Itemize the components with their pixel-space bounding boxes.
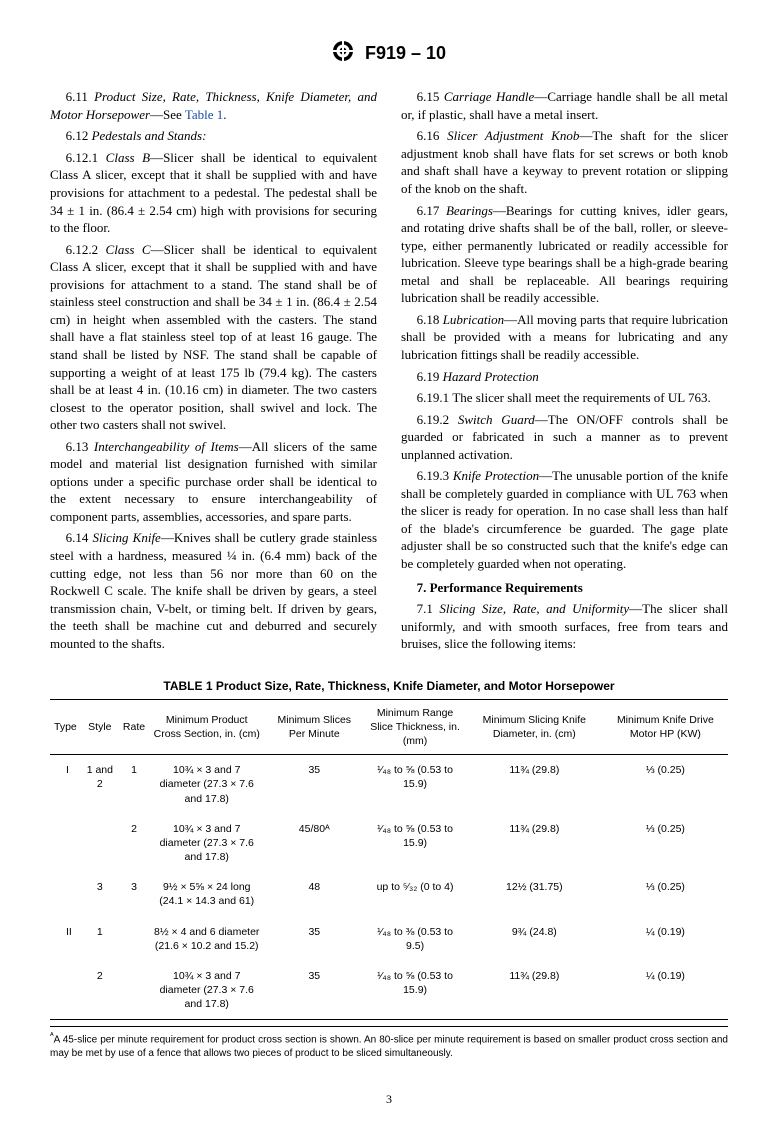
para-6-19: 6.19 Hazard Protection [401, 368, 728, 386]
para-6-19-3: 6.19.3 Knife Protection—The unusable por… [401, 467, 728, 572]
table-row: I 1 and 2 1 10¾ × 3 and 7 diameter (27.3… [50, 755, 728, 814]
para-6-13: 6.13 Interchangeability of Items—All sli… [50, 438, 377, 526]
col-rate: Rate [119, 699, 149, 755]
document-header: F919 – 10 [50, 40, 728, 68]
col-range: Minimum Range Slice Thickness, in. (mm) [364, 699, 466, 755]
para-6-15: 6.15 Carriage Handle—Carriage handle sha… [401, 88, 728, 123]
para-7-1: 7.1 Slicing Size, Rate, and Uniformity—T… [401, 600, 728, 653]
table-body: I 1 and 2 1 10¾ × 3 and 7 diameter (27.3… [50, 755, 728, 1020]
para-6-11: 6.11 Product Size, Rate, Thickness, Knif… [50, 88, 377, 123]
col-hp: Minimum Knife Drive Motor HP (KW) [603, 699, 728, 755]
body-columns: 6.11 Product Size, Rate, Thickness, Knif… [50, 88, 728, 656]
col-knife: Minimum Slicing Knife Diameter, in. (cm) [466, 699, 603, 755]
section-7-heading: 7. Performance Requirements [401, 579, 728, 597]
table-header-row: Type Style Rate Minimum Product Cross Se… [50, 699, 728, 755]
para-6-12: 6.12 Pedestals and Stands: [50, 127, 377, 145]
table-row: 2 10¾ × 3 and 7 diameter (27.3 × 7.6 and… [50, 961, 728, 1020]
para-6-17: 6.17 Bearings—Bearings for cutting knive… [401, 202, 728, 307]
para-6-19-1: 6.19.1 The slicer shall meet the require… [401, 389, 728, 407]
para-6-16: 6.16 Slicer Adjustment Knob—The shaft fo… [401, 127, 728, 197]
table-row: II 1 8½ × 4 and 6 diameter (21.6 × 10.2 … [50, 917, 728, 961]
para-6-14: 6.14 Slicing Knife—Knives shall be cutle… [50, 529, 377, 652]
para-6-12-1: 6.12.1 Class B—Slicer shall be identical… [50, 149, 377, 237]
page-number: 3 [50, 1091, 728, 1107]
col-style: Style [81, 699, 119, 755]
para-6-19-2: 6.19.2 Switch Guard—The ON/OFF controls … [401, 411, 728, 464]
designation-label: F919 – 10 [365, 43, 446, 63]
astm-logo [332, 40, 354, 68]
product-table: Type Style Rate Minimum Product Cross Se… [50, 699, 728, 1021]
table-footnote: ᴬA 45-slice per minute requirement for p… [50, 1026, 728, 1060]
para-6-12-2: 6.12.2 Class C—Slicer shall be identical… [50, 241, 377, 434]
col-cross: Minimum Product Cross Section, in. (cm) [149, 699, 264, 755]
table-caption: TABLE 1 Product Size, Rate, Thickness, K… [50, 678, 728, 694]
table-row: 2 10¾ × 3 and 7 diameter (27.3 × 7.6 and… [50, 814, 728, 873]
table-row: 3 3 9½ × 5⅝ × 24 long (24.1 × 14.3 and 6… [50, 872, 728, 916]
table-1-link[interactable]: Table 1 [185, 107, 223, 122]
table-1: TABLE 1 Product Size, Rate, Thickness, K… [50, 678, 728, 1060]
col-slices: Minimum Slices Per Minute [264, 699, 364, 755]
col-type: Type [50, 699, 81, 755]
para-6-18: 6.18 Lubrication—All moving parts that r… [401, 311, 728, 364]
